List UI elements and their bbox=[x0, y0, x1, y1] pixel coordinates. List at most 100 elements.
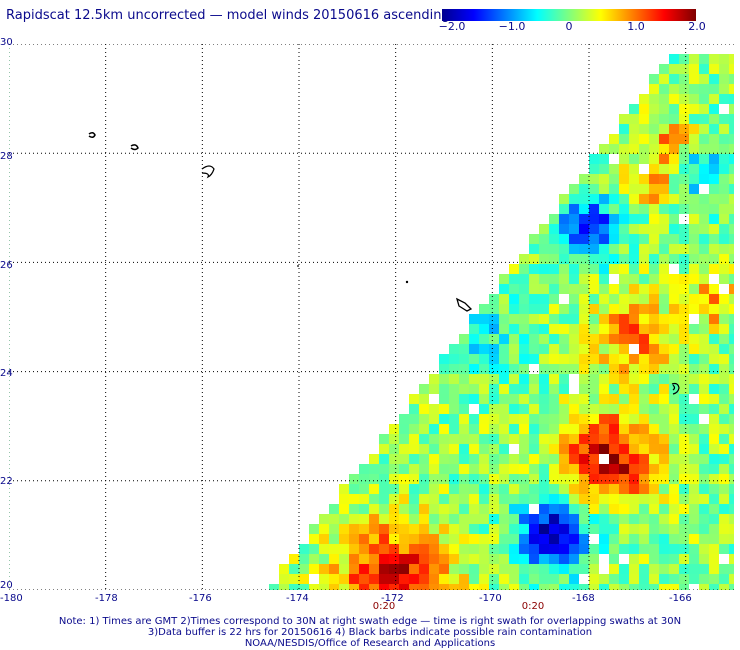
wind-cell bbox=[619, 214, 629, 224]
wind-cell bbox=[359, 474, 369, 484]
wind-cell bbox=[569, 294, 579, 304]
wind-cell bbox=[639, 294, 649, 304]
wind-cell bbox=[569, 484, 579, 494]
wind-cell bbox=[519, 284, 529, 294]
wind-cell bbox=[719, 264, 729, 274]
wind-cell bbox=[649, 394, 659, 404]
wind-cell bbox=[699, 524, 709, 534]
wind-cell bbox=[639, 414, 649, 424]
wind-cell bbox=[639, 394, 649, 404]
wind-cell bbox=[649, 344, 659, 354]
wind-cell bbox=[359, 544, 369, 554]
wind-cell bbox=[479, 504, 489, 514]
wind-cell bbox=[719, 214, 729, 224]
wind-cell bbox=[549, 454, 559, 464]
wind-cell bbox=[519, 534, 529, 544]
wind-cell bbox=[659, 514, 669, 524]
wind-cell bbox=[539, 304, 549, 314]
wind-cell bbox=[629, 464, 639, 474]
wind-cell bbox=[569, 334, 579, 344]
wind-cell bbox=[439, 464, 449, 474]
wind-cell bbox=[699, 444, 709, 454]
wind-cell bbox=[449, 534, 459, 544]
wind-cell bbox=[729, 564, 734, 574]
wind-cell bbox=[549, 564, 559, 574]
wind-cell bbox=[679, 294, 689, 304]
wind-cell bbox=[369, 524, 379, 534]
wind-cell bbox=[589, 584, 599, 590]
wind-cell bbox=[599, 394, 609, 404]
wind-cell bbox=[659, 144, 669, 154]
wind-cell bbox=[559, 454, 569, 464]
wind-cell bbox=[449, 474, 459, 484]
wind-cell bbox=[449, 364, 459, 374]
wind-cell bbox=[529, 394, 539, 404]
wind-cell bbox=[619, 434, 629, 444]
wind-cell bbox=[269, 584, 279, 590]
wind-cell bbox=[639, 134, 649, 144]
wind-cell bbox=[709, 284, 719, 294]
wind-cell bbox=[719, 184, 729, 194]
wind-cell bbox=[579, 254, 589, 264]
wind-cell bbox=[569, 584, 579, 590]
wind-cell bbox=[669, 414, 679, 424]
y-tick-label: 28 bbox=[0, 151, 13, 162]
wind-cell bbox=[719, 394, 729, 404]
wind-cell bbox=[669, 224, 679, 234]
wind-cell bbox=[679, 174, 689, 184]
wind-cell bbox=[469, 444, 479, 454]
wind-cell bbox=[719, 434, 729, 444]
wind-cell bbox=[729, 144, 734, 154]
wind-cell bbox=[579, 214, 589, 224]
wind-cell bbox=[649, 494, 659, 504]
wind-cell bbox=[729, 364, 734, 374]
wind-cell bbox=[699, 454, 709, 464]
wind-cell bbox=[609, 294, 619, 304]
wind-cell bbox=[679, 234, 689, 244]
wind-cell bbox=[409, 424, 419, 434]
wind-cell bbox=[629, 444, 639, 454]
wind-cell bbox=[519, 544, 529, 554]
wind-cell bbox=[419, 434, 429, 444]
wind-cell bbox=[689, 484, 699, 494]
wind-cell bbox=[609, 504, 619, 514]
wind-cell bbox=[599, 294, 609, 304]
colorbar-tick-label: 1.0 bbox=[627, 20, 645, 33]
wind-cell bbox=[429, 374, 439, 384]
wind-cell bbox=[489, 374, 499, 384]
wind-cell bbox=[719, 374, 729, 384]
wind-cell bbox=[629, 424, 639, 434]
wind-cell bbox=[649, 234, 659, 244]
wind-cell bbox=[589, 424, 599, 434]
wind-cell bbox=[559, 374, 569, 384]
wind-cell bbox=[689, 174, 699, 184]
wind-cell bbox=[499, 504, 509, 514]
wind-cell bbox=[569, 314, 579, 324]
wind-cell bbox=[439, 394, 449, 404]
wind-cell bbox=[689, 304, 699, 314]
wind-cell bbox=[669, 394, 679, 404]
wind-cell bbox=[629, 504, 639, 514]
wind-cell bbox=[479, 324, 489, 334]
wind-cell bbox=[549, 214, 559, 224]
wind-cell bbox=[659, 384, 669, 394]
wind-cell bbox=[689, 384, 699, 394]
y-tick-label: 30 bbox=[0, 37, 13, 48]
wind-cell bbox=[349, 574, 359, 584]
wind-cell bbox=[719, 224, 729, 234]
wind-cell bbox=[399, 564, 409, 574]
wind-cell bbox=[559, 234, 569, 244]
wind-cell bbox=[659, 224, 669, 234]
wind-cell bbox=[609, 564, 619, 574]
wind-cell bbox=[539, 584, 549, 590]
wind-cell bbox=[459, 384, 469, 394]
wind-cell bbox=[439, 404, 449, 414]
wind-cell bbox=[499, 294, 509, 304]
wind-cell bbox=[559, 504, 569, 514]
wind-cell bbox=[529, 314, 539, 324]
wind-cell bbox=[629, 154, 639, 164]
wind-cell bbox=[679, 494, 689, 504]
wind-cell bbox=[629, 484, 639, 494]
wind-cell bbox=[679, 344, 689, 354]
wind-cell bbox=[649, 464, 659, 474]
